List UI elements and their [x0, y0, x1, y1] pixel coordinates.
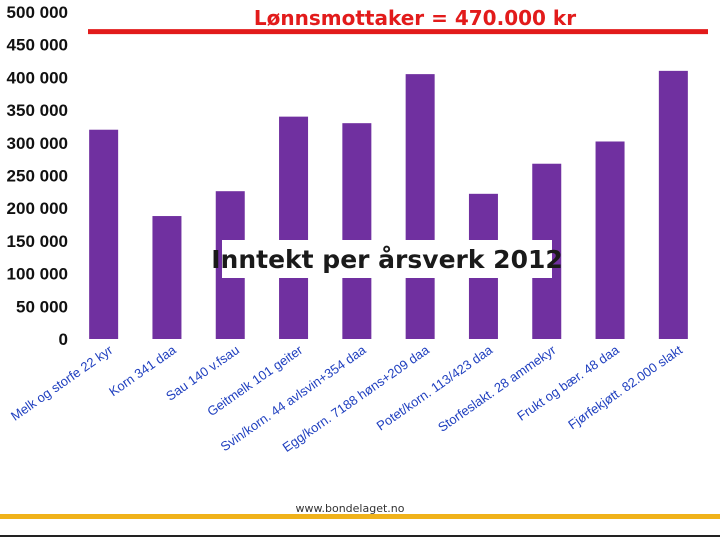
bar — [89, 129, 119, 339]
footer-divider — [0, 535, 720, 537]
bar — [658, 70, 688, 340]
y-tick-label: 200 000 — [7, 199, 68, 218]
x-tick-label: Storfeslakt. 28 ammekyr — [435, 342, 559, 435]
y-tick-label: 300 000 — [7, 134, 68, 153]
chart-title-background — [222, 240, 552, 278]
y-tick-label: 50 000 — [16, 297, 68, 316]
y-tick-label: 0 — [59, 330, 68, 349]
y-tick-label: 500 000 — [7, 3, 68, 22]
reference-line-group: Lønnsmottaker = 470.000 kr — [88, 6, 708, 35]
y-tick-label: 400 000 — [7, 68, 68, 87]
y-tick-label: 350 000 — [7, 101, 68, 120]
y-tick-label: 150 000 — [7, 232, 68, 251]
bars — [89, 70, 688, 340]
chart-title-group: Inntekt per årsverk 2012 — [211, 240, 563, 278]
bar — [405, 74, 435, 339]
y-axis: 0 50 000 100 000 150 000 200 000 250 000 300 0… — [7, 3, 68, 349]
x-tick-label: Melk og storfe 22 kyr — [8, 342, 116, 424]
x-tick-label: Fjørfekjøtt. 82.000 slakt — [565, 342, 685, 432]
y-tick-label: 250 000 — [7, 167, 68, 186]
bar — [595, 141, 625, 339]
y-tick-label: 450 000 — [7, 36, 68, 55]
bar — [342, 123, 372, 340]
x-tick-label: Frukt og bær. 48 daa — [514, 342, 622, 424]
y-tick-label: 100 000 — [7, 265, 68, 284]
source-text: www.bondelaget.no — [296, 502, 405, 515]
x-tick-label: Potet/korn. 113/423 daa — [374, 342, 496, 434]
footer-accent-bar — [0, 514, 720, 519]
bar — [279, 116, 309, 339]
reference-line-label: Lønnsmottaker = 470.000 kr — [254, 6, 576, 30]
chart-title: Inntekt per årsverk 2012 — [211, 245, 563, 274]
bar — [152, 216, 182, 339]
